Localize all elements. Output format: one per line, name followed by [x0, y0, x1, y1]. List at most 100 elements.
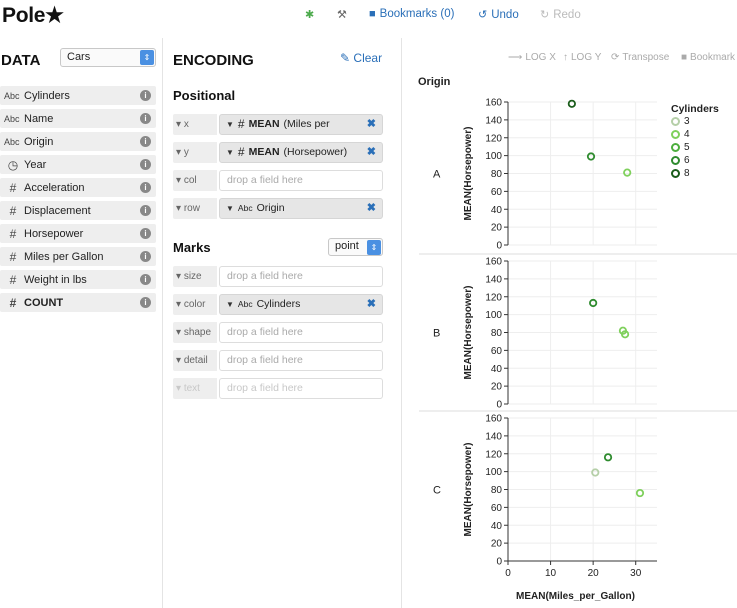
number-type-icon: #	[9, 180, 17, 195]
shelf-row: ▾ row ▼ Abc Origin ✖	[173, 198, 383, 219]
transpose-button[interactable]: ⟳ Transpose	[611, 52, 669, 63]
bookmark-button[interactable]: ■ Bookmark	[681, 52, 735, 63]
field-item-horsepower[interactable]: # Horsepower i	[0, 224, 156, 243]
text-type-icon: Abc	[4, 90, 20, 101]
y-tick-label: 120	[485, 292, 502, 303]
log-x-button[interactable]: ⟶ LOG X	[508, 52, 556, 63]
field-item-origin[interactable]: Abc Origin i	[0, 132, 156, 151]
drop-zone[interactable]: drop a field here	[219, 170, 383, 191]
field-item-weight[interactable]: # Weight in lbs i	[0, 270, 156, 289]
field-item-acceleration[interactable]: # Acceleration i	[0, 178, 156, 197]
remove-icon[interactable]: ✖	[366, 202, 376, 214]
log-y-button[interactable]: ↑ LOG Y	[563, 52, 601, 63]
eraser-icon: ✎	[340, 51, 351, 65]
info-icon[interactable]: i	[140, 136, 151, 147]
y-tick-label: 160	[485, 414, 502, 425]
debug-button[interactable]: ✱	[305, 8, 314, 21]
pill-field-name: Cylinders	[256, 298, 301, 310]
caret-down-icon[interactable]: ▼	[226, 148, 234, 157]
y-tick-label: 80	[491, 328, 503, 339]
y-tick-label: 80	[491, 169, 503, 180]
shelf-y: ▾ y ▼ # MEAN (Horsepower) ✖	[173, 142, 383, 163]
field-pill-row[interactable]: ▼ Abc Origin ✖	[219, 198, 383, 219]
dataset-select[interactable]: Cars ⇕	[60, 48, 156, 67]
mark-type-value: point	[335, 240, 359, 252]
legend-swatch	[671, 143, 680, 152]
drop-zone[interactable]: drop a field here	[219, 266, 383, 287]
number-type-icon: #	[237, 145, 245, 159]
legend-swatch	[671, 169, 680, 178]
legend-label: 4	[684, 129, 690, 140]
info-icon[interactable]: i	[140, 297, 151, 308]
field-item-cylinders[interactable]: Abc Cylinders i	[0, 86, 156, 105]
shelf-label[interactable]: ▾ col	[173, 170, 217, 191]
undo-button[interactable]: ↺ Undo	[478, 8, 519, 22]
field-item-displacement[interactable]: # Displacement i	[0, 201, 156, 220]
field-pill-y[interactable]: ▼ # MEAN (Horsepower) ✖	[219, 142, 383, 163]
legend-label: 3	[684, 116, 690, 127]
drop-zone[interactable]: drop a field here	[219, 350, 383, 371]
info-icon[interactable]: i	[140, 274, 151, 285]
clear-button[interactable]: ✎ Clear	[340, 51, 382, 65]
facet-row-label: A	[433, 169, 441, 181]
legend-item: 6	[671, 155, 690, 166]
y-tick-label: 0	[496, 400, 502, 411]
y-tick-label: 80	[491, 485, 503, 496]
y-axis-title: MEAN(Horsepower)	[463, 127, 474, 221]
field-item-year[interactable]: ◷ Year i	[0, 155, 156, 174]
info-icon[interactable]: i	[140, 205, 151, 216]
shelf-label[interactable]: ▾ color	[173, 294, 217, 315]
y-tick-label: 0	[496, 241, 502, 252]
number-type-icon: #	[9, 272, 17, 287]
info-icon[interactable]: i	[140, 182, 151, 193]
data-point	[623, 168, 632, 177]
info-icon[interactable]: i	[140, 251, 151, 262]
drop-zone[interactable]: drop a field here	[219, 322, 383, 343]
redo-button[interactable]: ↻ Redo	[540, 8, 581, 22]
info-icon[interactable]: i	[140, 113, 151, 124]
settings-button[interactable]: ⚒	[337, 8, 347, 21]
text-type-icon: Abc	[4, 136, 20, 147]
dataset-value: Cars	[67, 51, 91, 63]
y-tick-label: 160	[485, 257, 502, 268]
info-icon[interactable]: i	[140, 228, 151, 239]
field-item-count[interactable]: # COUNT i	[0, 293, 156, 312]
field-item-name[interactable]: Abc Name i	[0, 109, 156, 128]
x-axis-title: MEAN(Miles_per_Gallon)	[516, 591, 635, 602]
y-tick-label: 20	[491, 382, 503, 393]
field-pill-x[interactable]: ▼ # MEAN (Miles per ✖	[219, 114, 383, 135]
info-icon[interactable]: i	[140, 159, 151, 170]
number-type-icon: #	[237, 117, 245, 131]
caret-down-icon[interactable]: ▼	[226, 204, 234, 213]
remove-icon[interactable]: ✖	[366, 118, 376, 130]
shelf-label[interactable]: ▾ shape	[173, 322, 217, 343]
y-tick-label: 100	[485, 151, 502, 162]
text-type-icon: Abc	[237, 299, 253, 309]
shelf-label[interactable]: ▾ y	[173, 142, 217, 163]
field-item-mpg[interactable]: # Miles per Gallon i	[0, 247, 156, 266]
y-tick-label: 20	[491, 223, 503, 234]
arrow-right-icon: ⟶	[508, 52, 523, 63]
caret-down-icon[interactable]: ▼	[226, 120, 234, 129]
legend-item: 3	[671, 116, 690, 127]
data-point	[586, 152, 596, 161]
caret-down-icon[interactable]: ▼	[226, 300, 234, 309]
remove-icon[interactable]: ✖	[366, 298, 376, 310]
field-name: COUNT	[24, 296, 64, 309]
shelf-label[interactable]: ▾ row	[173, 198, 217, 219]
bookmarks-button[interactable]: ■ Bookmarks (0)	[369, 8, 454, 20]
shelf-label[interactable]: ▾ x	[173, 114, 217, 135]
shelf-label[interactable]: ▾ detail	[173, 350, 217, 371]
transpose-label: Transpose	[622, 52, 670, 63]
info-icon[interactable]: i	[140, 90, 151, 101]
wrench-icon: ⚒	[337, 9, 347, 21]
log-y-label: LOG Y	[571, 52, 602, 63]
y-tick-label: 100	[485, 310, 502, 321]
number-type-icon: #	[9, 203, 17, 218]
mark-type-select[interactable]: point ⇕	[328, 238, 383, 256]
field-pill-color[interactable]: ▼ Abc Cylinders ✖	[219, 294, 383, 315]
shelf-label: ▾ text	[173, 378, 217, 399]
select-arrow-icon: ⇕	[140, 50, 154, 65]
remove-icon[interactable]: ✖	[366, 146, 376, 158]
shelf-label[interactable]: ▾ size	[173, 266, 217, 287]
